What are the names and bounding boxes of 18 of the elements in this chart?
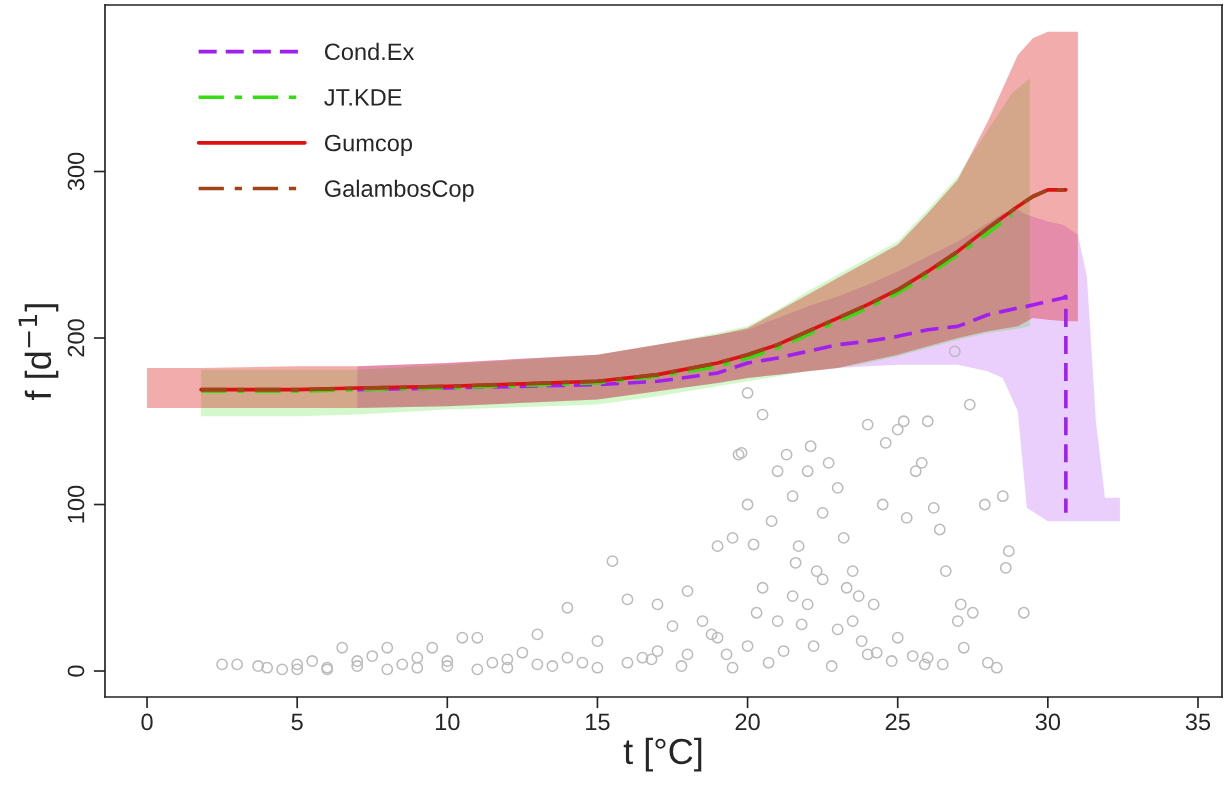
x-tick-label: 15 bbox=[586, 713, 610, 731]
y-tick-label: 100 bbox=[67, 485, 85, 523]
legend-label: JT.KDE bbox=[324, 89, 402, 106]
x-tick-label: 5 bbox=[291, 713, 303, 731]
x-tick-label: 10 bbox=[435, 713, 460, 731]
y-axis-title: f [d$^{−1}$] bbox=[18, 304, 59, 400]
x-tick-label: 30 bbox=[1035, 713, 1061, 731]
y-tick-label: 300 bbox=[67, 152, 85, 191]
x-tick-label: 25 bbox=[885, 713, 910, 731]
legend-label: Cond.Ex bbox=[324, 42, 415, 61]
x-axis-title: t [°C] bbox=[623, 737, 702, 772]
x-tick-label: 35 bbox=[1185, 713, 1211, 731]
y-tick-label: 200 bbox=[67, 319, 85, 357]
y-tick-label: 0 bbox=[67, 665, 85, 677]
legend-label: Gumcop bbox=[324, 134, 413, 157]
x-tick-label: 20 bbox=[735, 713, 760, 731]
x-tick-label: 0 bbox=[141, 713, 153, 731]
legend-label: GalambosCop bbox=[324, 179, 474, 202]
